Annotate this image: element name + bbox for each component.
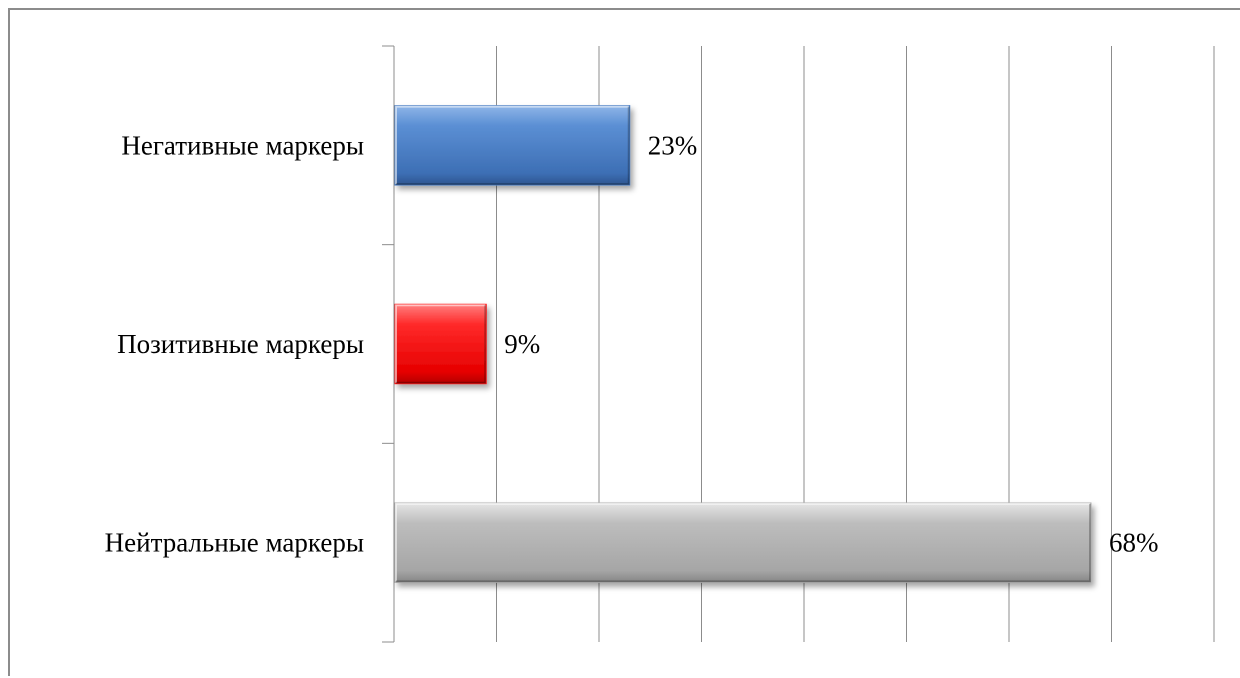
bar-bevel-shadow: [396, 305, 487, 384]
bar-1: [394, 303, 487, 385]
category-label: Позитивные маркеры: [117, 329, 364, 359]
chart-frame: Негативные маркеры 23% Позитивные маркеры 9…: [8, 8, 1240, 676]
bar-rect: [394, 303, 487, 385]
category-axis: [382, 45, 395, 643]
bar-bevel-highlight: [395, 502, 1090, 582]
bar-bevel-highlight: [395, 105, 629, 185]
bar-2: [394, 502, 1092, 583]
bar-bevel-shadow: [396, 503, 1091, 583]
bar-rect: [394, 105, 631, 186]
labels: Негативные маркеры 23% Позитивные маркеры 9…: [105, 130, 1159, 557]
data-label: 68%: [1109, 528, 1159, 558]
bar-bevel-highlight: [395, 304, 486, 383]
bar-bevel-shadow: [396, 106, 630, 186]
bar-0: [394, 105, 631, 186]
data-label: 9%: [504, 329, 540, 359]
bar-chart: Негативные маркеры 23% Позитивные маркеры 9…: [105, 45, 1215, 643]
category-label: Нейтральные маркеры: [105, 528, 364, 558]
data-label: 23%: [648, 130, 698, 160]
category-label: Негативные маркеры: [121, 130, 364, 160]
bars: [394, 105, 1092, 583]
bar-rect: [394, 502, 1092, 583]
